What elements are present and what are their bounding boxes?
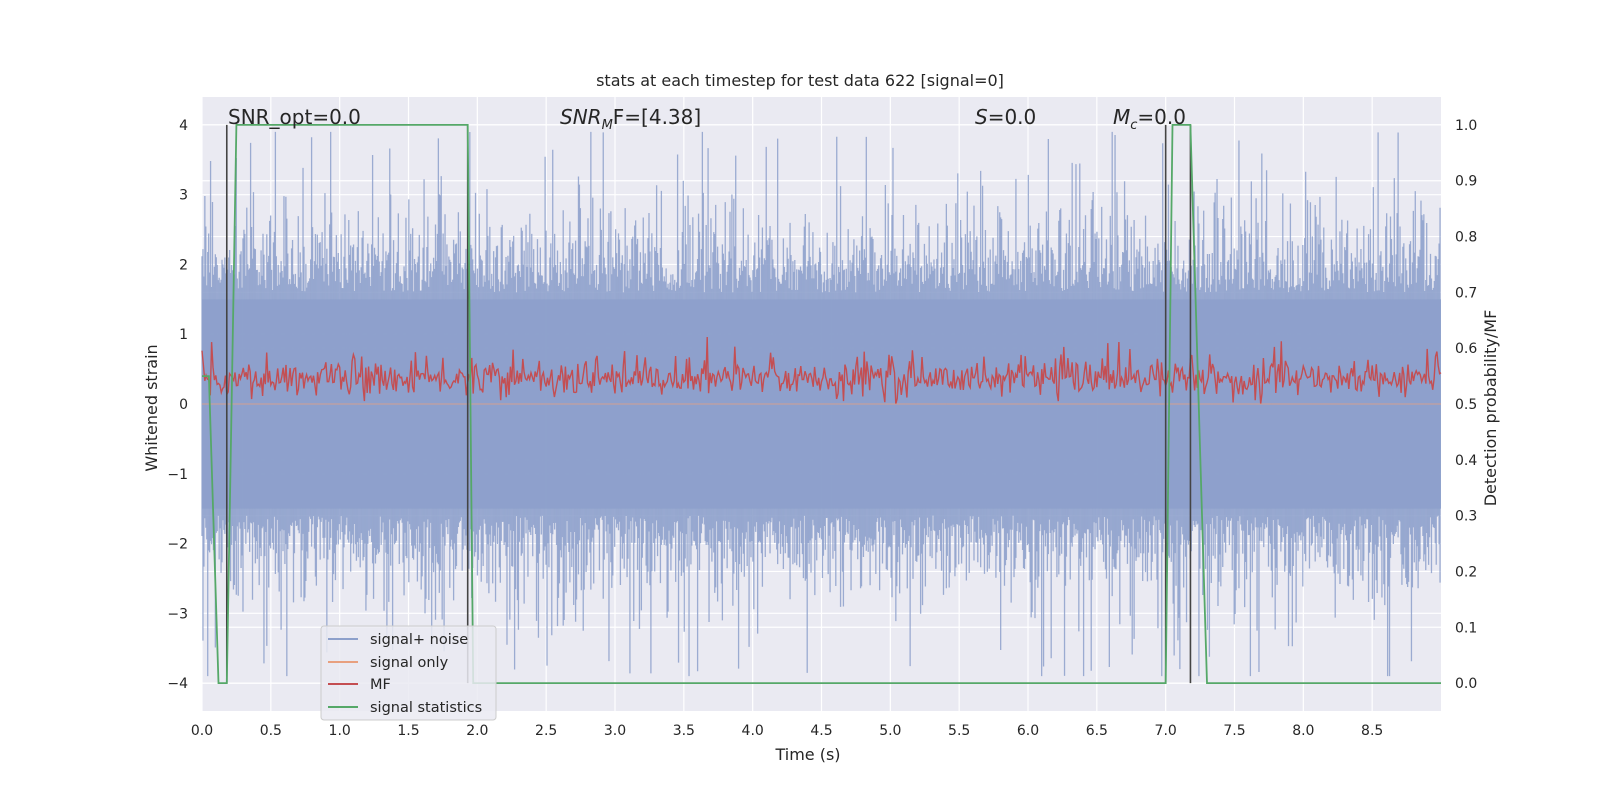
legend-box: [320, 625, 497, 721]
x-tick-label: 2.5: [535, 723, 557, 739]
y-right-tick-label: 0.4: [1455, 453, 1477, 469]
y-right-tick-label: 0.2: [1455, 564, 1477, 580]
annotation-snr-opt: SNR_opt=0.0: [228, 105, 361, 129]
mf-line: [201, 336, 1442, 405]
x-tick-label: 3.0: [604, 723, 626, 739]
x-tick-label: 6.0: [1017, 723, 1039, 739]
y-left-tick-label: 4: [179, 118, 188, 134]
x-tick-label: 3.5: [673, 723, 695, 739]
legend-label-signal-noise: signal+ noise: [370, 632, 468, 648]
y-left-tick-label: −2: [167, 537, 188, 553]
y-right-tick-label: 0.0: [1455, 676, 1477, 692]
x-tick-label: 7.5: [1223, 723, 1245, 739]
x-tick-label: 0.5: [260, 723, 282, 739]
mf-series: [201, 336, 1442, 405]
x-tick-label: 5.0: [879, 723, 901, 739]
x-tick-label: 4.5: [810, 723, 832, 739]
y-right-tick-label: 0.8: [1455, 230, 1477, 246]
axis-ticks: 0.0 0.5 1.0 1.5 2.0 2.5 3.0 3.5 4.0 4.5 5.0 5.5 6.0 6…: [167, 118, 1477, 739]
annotation-mc: Mc=0.0: [1113, 105, 1186, 133]
y-left-tick-label: −3: [167, 606, 188, 622]
y-axis-right-label: Detection probability/MF: [1481, 310, 1500, 507]
y-right-tick-label: 0.7: [1455, 285, 1477, 301]
vertical-markers: [225, 124, 1192, 684]
x-tick-label: 5.5: [948, 723, 970, 739]
chart-title: stats at each timestep for test data 622…: [596, 71, 1004, 90]
y-right-tick-label: 1.0: [1455, 118, 1477, 134]
y-right-tick-label: 0.9: [1455, 174, 1477, 190]
annotation-s: S=0.0: [975, 105, 1036, 129]
annotation-snr-mf: SNRMF=[4.38]: [560, 105, 701, 133]
y-right-tick-label: 0.6: [1455, 341, 1477, 357]
x-tick-label: 6.5: [1086, 723, 1108, 739]
x-tick-label: 8.5: [1361, 723, 1383, 739]
x-tick-label: 1.0: [329, 723, 351, 739]
legend-label-signal-statistics: signal statistics: [370, 700, 482, 716]
y-left-tick-label: 3: [179, 188, 188, 204]
x-tick-label: 0.0: [191, 723, 213, 739]
legend-label-mf: MF: [370, 677, 391, 693]
x-tick-label: 8.0: [1292, 723, 1314, 739]
legend: signal+ noise signal only MF signal stat…: [320, 625, 497, 721]
y-left-tick-label: 1: [179, 327, 188, 343]
x-tick-label: 1.5: [397, 723, 419, 739]
x-axis-label: Time (s): [774, 745, 840, 764]
y-right-tick-label: 0.3: [1455, 509, 1477, 525]
y-right-tick-label: 0.1: [1455, 620, 1477, 636]
y-right-tick-label: 0.5: [1455, 397, 1477, 413]
x-tick-label: 2.0: [466, 723, 488, 739]
x-tick-label: 4.0: [742, 723, 764, 739]
y-left-tick-label: −4: [167, 676, 188, 692]
x-tick-label: 7.0: [1155, 723, 1177, 739]
legend-label-signal-only: signal only: [370, 655, 449, 671]
y-left-tick-label: −1: [167, 467, 188, 483]
y-left-tick-label: 0: [179, 397, 188, 413]
y-left-tick-label: 2: [179, 257, 188, 273]
y-axis-left-label: Whitened strain: [142, 344, 161, 471]
